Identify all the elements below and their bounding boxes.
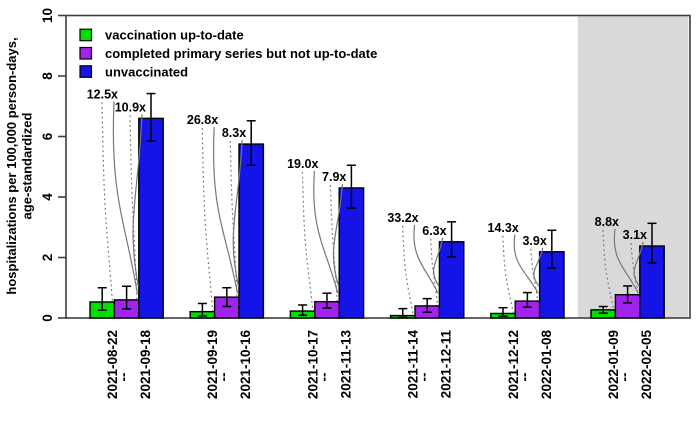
x-label-period-end: 2021-10-16 [238,330,253,400]
bar-unvaccinated [238,143,265,319]
y-tick-label: 2 [40,254,55,262]
legend-swatch [79,65,93,78]
legend-swatch [79,46,93,60]
connector-dotted-up-to-date [602,229,614,309]
connector-solid-up-to-date [413,224,439,294]
x-label-separator: -- [417,373,432,382]
x-label-period-end: 2021-12-11 [439,330,454,399]
y-axis-title-line: hospitalizations per 100,000 person-days… [4,37,19,294]
connector-dotted-up-to-date [201,128,214,311]
x-label-separator: -- [617,373,632,382]
ratio-label-vs-up-to-date: 26.8x [187,113,218,127]
connector-solid-up-to-date [313,170,339,294]
ratio-label-vs-up-to-date: 14.3x [488,221,519,235]
x-label-period-start: 2022-01-09 [606,330,621,399]
x-label-separator: -- [216,373,231,382]
x-label-period-start: 2021-10-17 [305,330,320,399]
x-label-period-end: 2021-09-18 [138,330,153,400]
connector-dotted-primary-series [329,184,338,301]
x-label-separator: -- [517,373,532,382]
connector-dotted-primary-series [630,242,639,294]
connector-solid-primary-series [633,241,644,287]
x-label-separator: -- [116,373,131,382]
connector-dotted-up-to-date [301,171,314,311]
y-tick-label: 10 [40,8,55,23]
legend-label: vaccination up-to-date [105,28,244,43]
x-label-period-end: 2021-11-13 [338,330,353,399]
y-tick-label: 6 [40,132,55,140]
x-label-period-start: 2021-08-22 [105,330,120,399]
connector-solid-primary-series [132,114,143,287]
connector-solid-primary-series [232,140,243,287]
ratio-label-vs-primary-series: 10.9x [115,100,146,114]
legend-swatch [79,28,93,42]
ratio-label-vs-up-to-date: 19.0x [287,157,318,171]
ratio-label-vs-primary-series: 3.9x [522,234,546,248]
x-label-period-start: 2021-09-19 [205,330,220,399]
ratio-label-vs-up-to-date: 33.2x [387,211,418,225]
connector-solid-up-to-date [112,101,138,294]
legend-label: completed primary series but not up-to-d… [105,46,377,61]
y-tick-label: 8 [40,72,55,80]
x-label-period-start: 2021-12-12 [506,330,521,399]
connector-solid-primary-series [332,183,343,287]
connector-dotted-up-to-date [402,225,414,315]
connector-solid-up-to-date [613,228,639,294]
ratio-label-vs-primary-series: 6.3x [422,224,446,238]
x-label-period-start: 2021-11-14 [406,330,421,399]
bar-unvaccinated [338,187,365,319]
ratio-label-vs-primary-series: 3.1x [623,228,647,242]
connector-solid-primary-series [433,237,444,287]
connector-solid-up-to-date [213,127,239,294]
ratio-label-vs-up-to-date: 12.5x [87,87,118,101]
y-tick-label: 0 [40,314,55,322]
connector-dotted-up-to-date [502,235,514,313]
y-tick-label: 4 [40,193,55,201]
plot-border [65,14,691,319]
y-axis-title-line: age-standardized [20,112,35,219]
x-label-separator: -- [316,373,331,382]
connector-dotted-up-to-date [101,102,113,302]
ratio-label-vs-primary-series: 7.9x [322,170,346,184]
connector-solid-primary-series [533,247,544,287]
x-label-period-end: 2022-01-08 [539,330,554,400]
legend-label: unvaccinated [105,64,188,79]
x-label-period-end: 2022-02-05 [639,330,654,400]
ratio-label-vs-up-to-date: 8.8x [595,215,619,229]
bar-unvaccinated [138,117,164,319]
ratio-label-vs-primary-series: 8.3x [222,126,246,140]
connector-solid-up-to-date [513,234,539,294]
shaded-region [577,16,689,318]
